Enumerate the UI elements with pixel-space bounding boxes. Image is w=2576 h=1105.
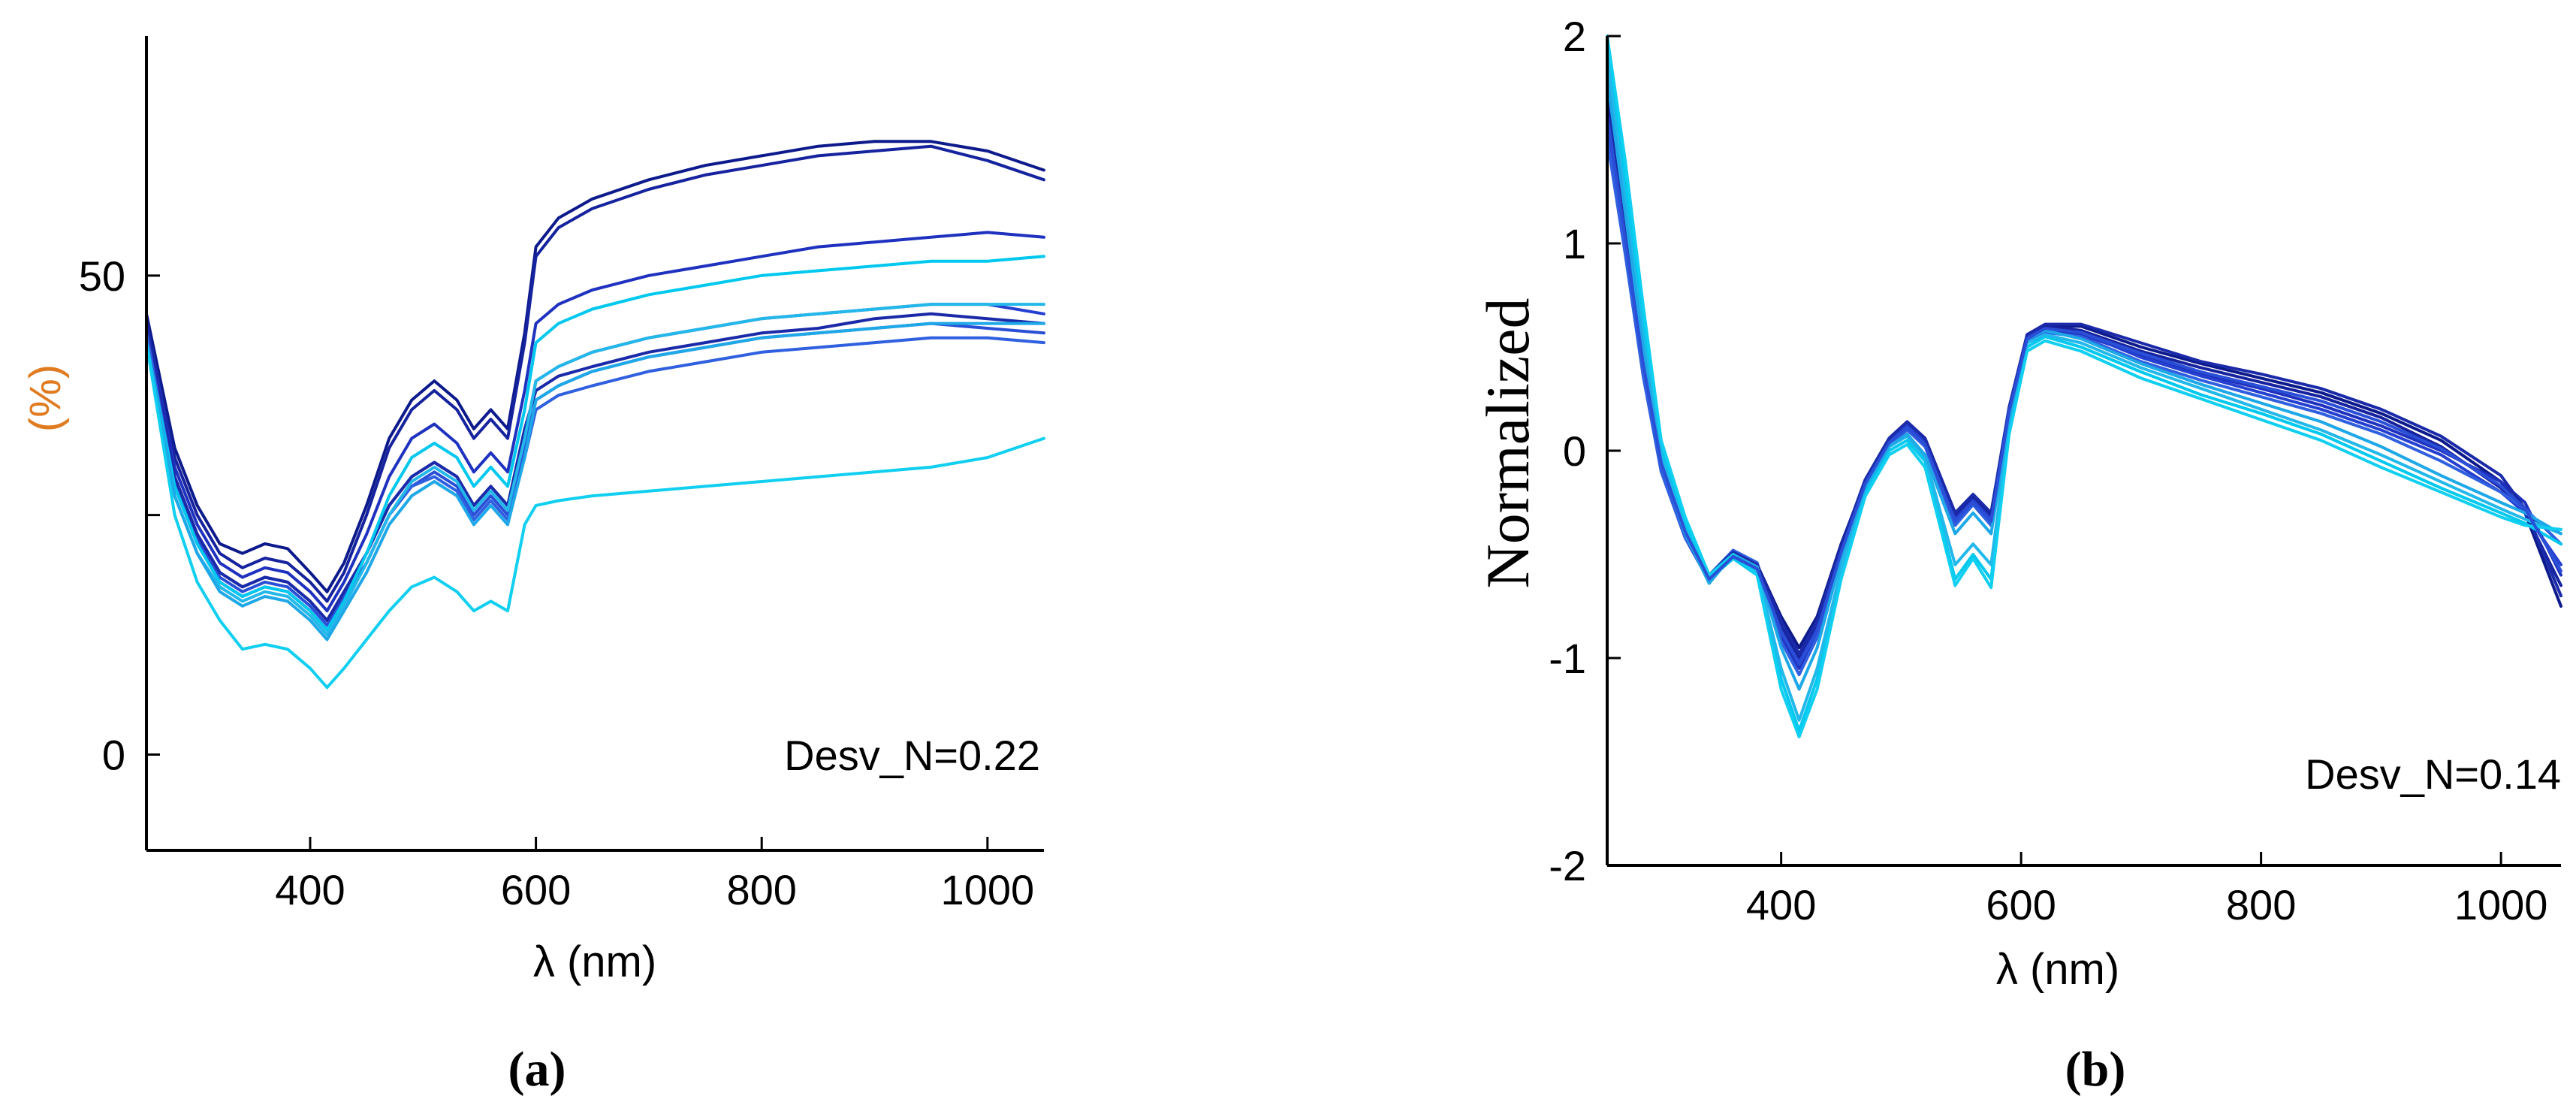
panel-a-ticks: 400 600 800 1000 0 50	[79, 252, 1034, 913]
panel-b-series-line-5	[1606, 138, 2562, 677]
panel-a-series-line-3	[145, 231, 1045, 613]
panel-a-series-group	[145, 140, 1045, 690]
panel-a-annotation: Desv_N=0.22	[784, 732, 1040, 779]
panel-a-x-tick-label: 400	[275, 866, 345, 913]
panel-b-x-tick-label: 800	[2226, 881, 2296, 928]
panel-b-series-line-3	[1606, 117, 2562, 670]
panel-b-y-tick-label: 1	[1563, 220, 1586, 267]
panel-b-series-group	[1606, 35, 2562, 738]
panel-b-y-tick-label: -1	[1549, 635, 1586, 682]
panel-b-series-line-9	[1606, 76, 2562, 691]
panel-b-series-line-4	[1606, 128, 2562, 664]
panel-b-x-tick-label: 600	[1986, 881, 2056, 928]
panel-b-series-line-2	[1606, 107, 2562, 660]
panel-b-y-tick-label: -2	[1549, 842, 1586, 889]
panel-b-series-line-11	[1606, 113, 2562, 666]
panel-a-series-line-2	[145, 144, 1045, 603]
panel-b-x-tick-label: 400	[1746, 881, 1816, 928]
panel-b-series-line-7	[1606, 35, 2562, 732]
panel-a-x-tick-label: 600	[501, 866, 571, 913]
panel-a-x-axis-label: λ (nm)	[533, 937, 656, 986]
panel-a-y-tick-label: 50	[79, 252, 125, 300]
panel-a-series-line-9	[145, 303, 1045, 637]
panel-a-series-line-10	[145, 322, 1045, 642]
panel-b-label: (b)	[2065, 1042, 2126, 1097]
panel-a-y-tick-label: 0	[102, 731, 125, 778]
panel-a-series-line-6	[145, 312, 1045, 622]
panel-b-series-line-10	[1606, 35, 2562, 738]
panel-a-x-tick-label: 1000	[941, 866, 1035, 913]
panel-b-y-axis-label: Normalized	[1474, 297, 1542, 588]
panel-b-annotation: Desv_N=0.14	[2305, 750, 2561, 798]
panel-a-x-tick-label: 800	[726, 866, 796, 913]
panel-a-series-line-8	[145, 255, 1045, 632]
panel-b-y-tick-label: 0	[1563, 427, 1586, 475]
panel-a-series-line-1	[145, 140, 1045, 593]
panel-b-series-line-8	[1606, 55, 2562, 722]
panel-a-series-line-11	[145, 341, 1045, 690]
panel-b-x-axis-label: λ (nm)	[1996, 945, 2119, 994]
panel-a-y-axis-label: (%)	[21, 364, 70, 432]
panel-a-label: (a)	[508, 1042, 566, 1097]
panel-b-ticks: 400 600 800 1000 -2 -1 0 1 2	[1549, 13, 2547, 928]
panel-b-x-tick-label: 1000	[2454, 881, 2548, 928]
panel-b-y-tick-label: 2	[1563, 13, 1586, 60]
